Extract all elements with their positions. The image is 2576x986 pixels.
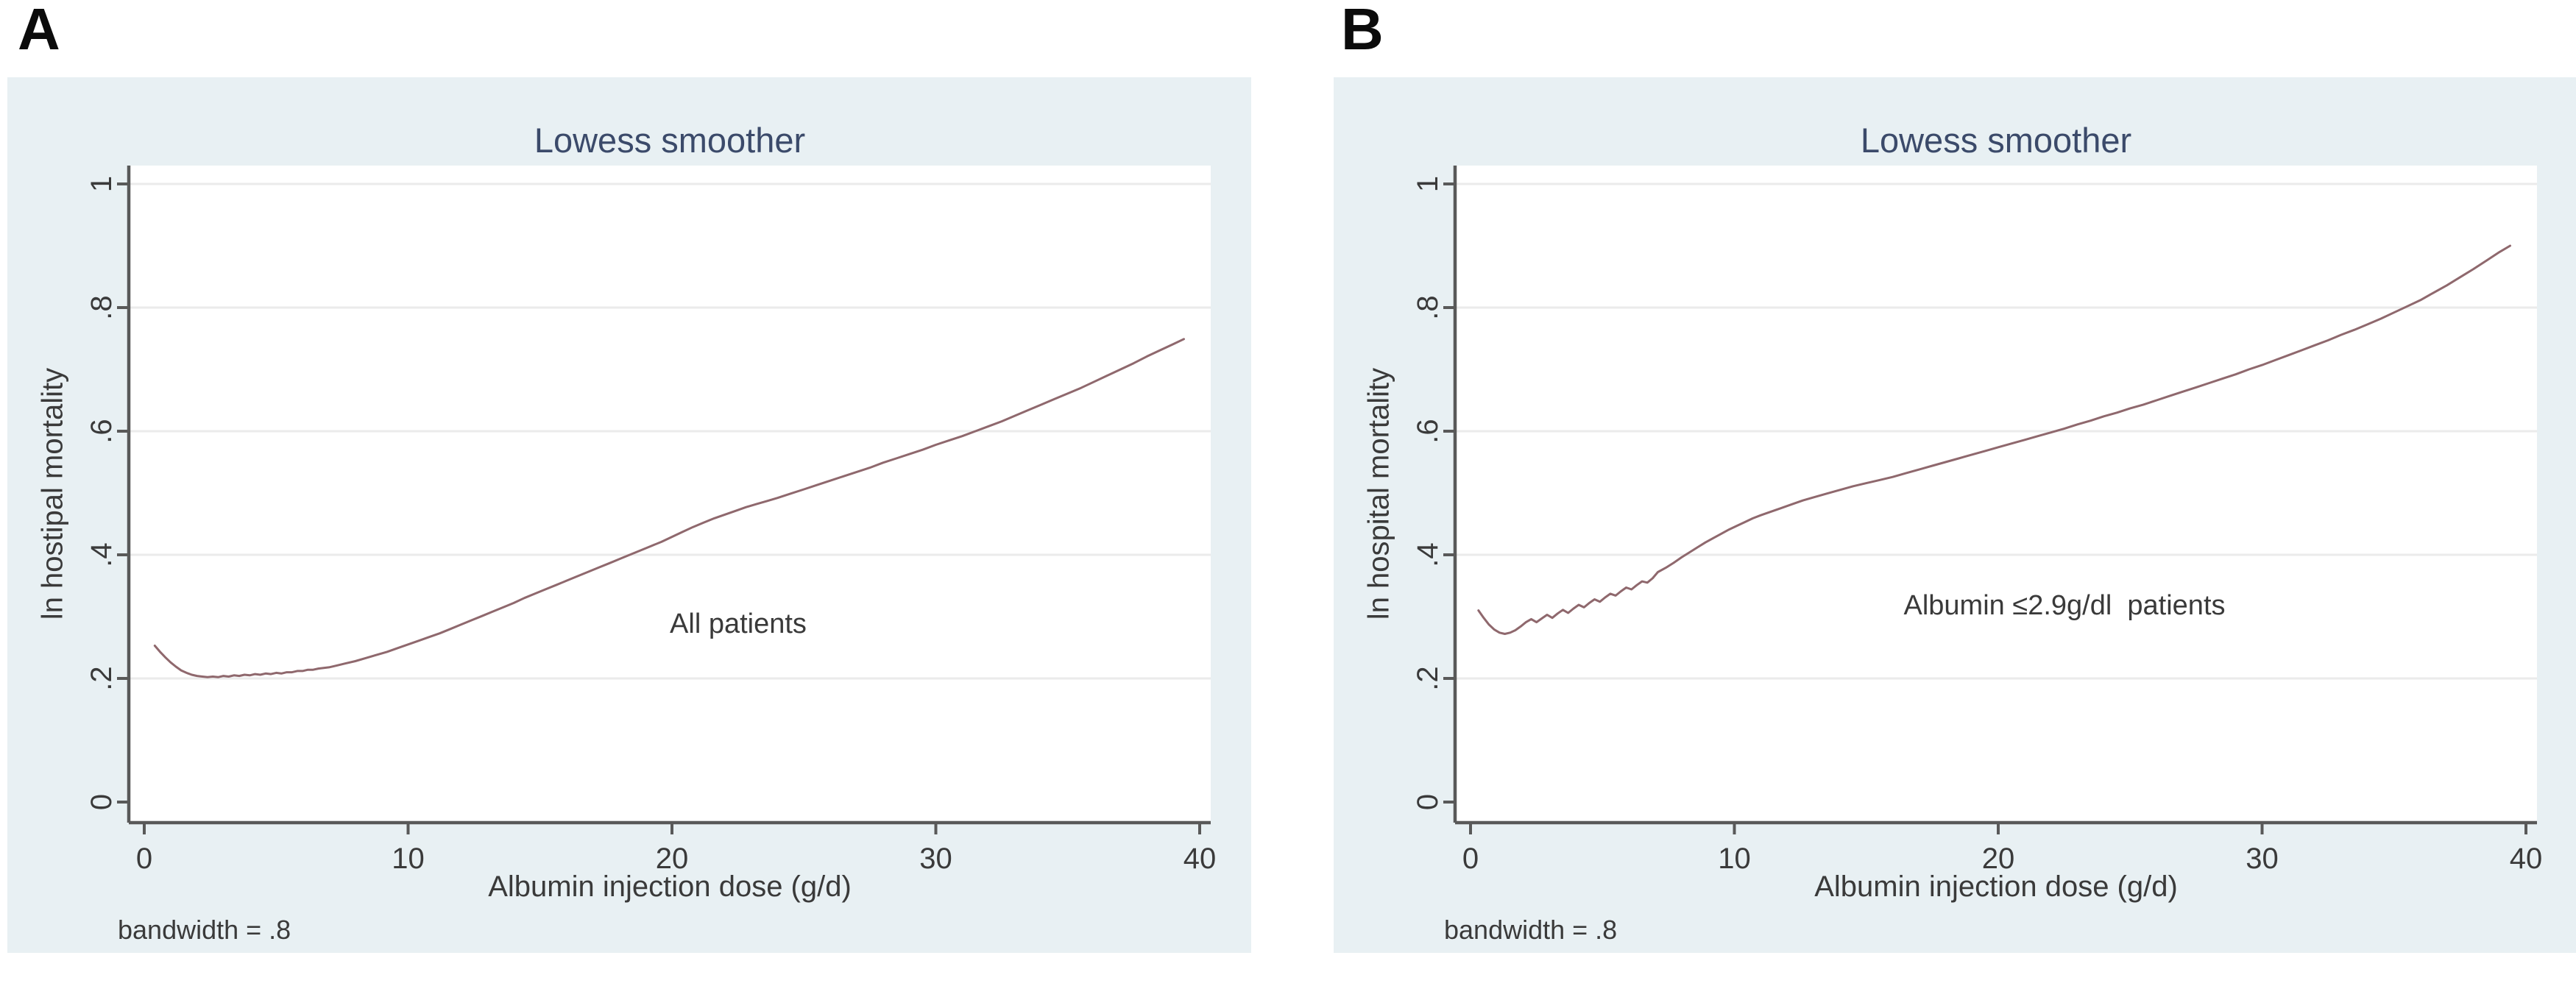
curve-annotation: Albumin ≤2.9g/dl patients <box>1903 590 2226 621</box>
y-tick-label: .2 <box>85 666 118 690</box>
x-tick-label: 0 <box>1462 843 1479 875</box>
x-tick-label: 30 <box>2246 843 2279 875</box>
y-tick-label: 0 <box>85 794 118 810</box>
x-tick-label: 30 <box>919 843 952 875</box>
y-tick-label: 1 <box>85 176 118 192</box>
panel-letter-b: B <box>1341 0 1384 62</box>
x-axis-label: Albumin injection dose (g/d) <box>1814 870 2178 903</box>
y-tick-label: 1 <box>1412 176 1444 192</box>
lowess-curve <box>153 338 1185 678</box>
y-tick-label: .8 <box>85 295 118 319</box>
plot-area <box>1455 166 2537 823</box>
x-tick-label: 10 <box>392 843 425 875</box>
chart-title: Lowess smoother <box>534 121 806 160</box>
y-tick-label: .6 <box>85 419 118 443</box>
x-tick-label: 20 <box>656 843 689 875</box>
x-tick-label: 0 <box>136 843 152 875</box>
x-axis-label: Albumin injection dose (g/d) <box>488 870 852 903</box>
y-axis-label: ln hospital mortality <box>1362 367 1395 620</box>
y-tick-label: .6 <box>1412 419 1444 443</box>
x-tick-label: 20 <box>1982 843 2015 875</box>
panel-b: 0.2.4.6.8 1 0 10 20 30 40 Lowess smoother ln h… <box>1334 77 2576 953</box>
y-axis-label: ln hostipal mortality <box>36 367 69 620</box>
bandwidth-note: bandwidth = .8 <box>118 915 291 945</box>
y-tick-label: .2 <box>1412 666 1444 690</box>
x-tick-label: 40 <box>1183 843 1217 875</box>
y-tick-label: 0 <box>1412 794 1444 810</box>
panel-letter-a: A <box>18 0 61 62</box>
curve-annotation: All patients <box>670 609 807 639</box>
y-tick-label: .4 <box>85 542 118 567</box>
x-tick-label: 10 <box>1718 843 1751 875</box>
plot-area <box>129 166 1211 823</box>
lowess-chart-a: 0.2.4.6.810 10 20 30 40 <box>85 166 1217 875</box>
panel-a: 0.2.4.6.8 1 0 10 20 30 40 Lowess smoother ln h… <box>7 77 1251 953</box>
y-tick-label: .4 <box>1412 542 1444 567</box>
x-tick-label: 40 <box>2510 843 2543 875</box>
bandwidth-note: bandwidth = .8 <box>1444 915 1618 945</box>
y-tick-label: .8 <box>1412 295 1444 319</box>
lowess-chart-b: 0.2.4.6.810 10 20 30 40 <box>1412 166 2543 875</box>
lowess-curve <box>1477 244 2511 635</box>
chart-title: Lowess smoother <box>1860 121 2132 160</box>
